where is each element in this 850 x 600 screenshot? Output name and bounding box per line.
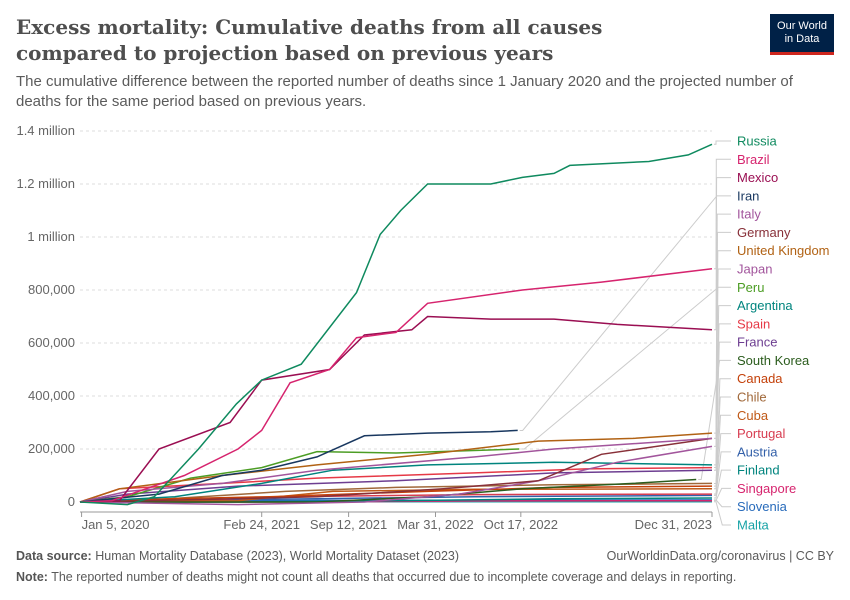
legend-connector [714,213,731,439]
legend-label-japan: Japan [737,262,772,277]
chart-title: Excess mortality: Cumulative deaths from… [16,15,603,65]
series-line-russia [79,143,713,506]
legend-label-iran: Iran [737,188,759,203]
y-tick-label: 200,000 [28,441,75,456]
note-text: The reported number of deaths might not … [51,570,737,584]
legend-label-united-kingdom: United Kingdom [737,243,830,258]
legend-connector [714,469,731,499]
data-source: Data source: Human Mortality Database (2… [16,549,459,563]
legend-connector [714,140,731,145]
legend-label-spain: Spain [737,316,770,331]
legend-label-canada: Canada [737,371,783,386]
series-line-france [79,469,713,503]
legend-label-singapore: Singapore [737,481,796,496]
x-tick-label: Feb 24, 2021 [223,517,300,532]
legend-connector [714,305,731,466]
legend-connector [714,433,731,495]
note-label: Note: [16,570,48,584]
legend-label-brazil: Brazil [737,152,770,167]
series-line-iran [79,429,518,503]
legend-label-cuba: Cuba [737,408,769,423]
legend-label-italy: Italy [737,207,761,222]
x-tick-label: Dec 31, 2023 [635,517,712,532]
legend-connector [519,195,731,431]
legend-connector [714,487,731,502]
legend-connector [714,414,731,490]
series-line-argentina [79,461,713,503]
source-label: Data source: [16,549,92,563]
legend-label-portugal: Portugal [737,426,786,441]
line-chart: 0 200,000 400,000 600,000 800,000 1 million 1.… [16,123,830,533]
legend-connector [714,158,731,270]
legend-label-slovenia: Slovenia [737,499,788,514]
legend-connector [714,378,731,487]
logo-line-2: in Data [784,33,820,45]
legend-connector [714,501,731,526]
series-line-brazil [79,268,713,503]
legend-label-malta: Malta [737,518,770,533]
legend-label-germany: Germany [737,225,791,240]
legend-connector [521,286,731,450]
owid-logo[interactable]: Our World in Data [770,14,834,55]
legend-label-russia: Russia [737,134,778,149]
legend-connector [714,499,731,508]
source-url[interactable]: OurWorldinData.org/coronavirus | CC BY [606,549,834,563]
legend-label-south-korea: South Korea [737,353,810,368]
x-tick-label: Jan 5, 2020 [82,517,150,532]
series-line-south-korea [80,478,697,503]
legend-connector [714,451,731,496]
chart-note: Note: The reported number of deaths migh… [16,570,736,584]
x-tick-label: Oct 17, 2022 [484,517,558,532]
series-line-germany [79,437,713,503]
y-tick-label: 0 [68,494,75,509]
y-tick-label: 1.2 million [16,176,75,191]
series-line-mexico [79,315,713,503]
legend-label-peru: Peru [737,280,764,295]
legend-connector [698,359,731,480]
legend-label-mexico: Mexico [737,170,778,185]
y-tick-label: 600,000 [28,335,75,350]
y-tick-label: 1 million [27,229,75,244]
series-line-japan [79,445,713,506]
legend-label-austria: Austria [737,444,778,459]
y-tick-label: 400,000 [28,388,75,403]
chart-subtitle: The cumulative difference between the re… [16,73,793,110]
legend-label-argentina: Argentina [737,298,793,313]
source-text[interactable]: Human Mortality Database (2023), World M… [95,549,460,563]
x-tick-label: Mar 31, 2022 [397,517,474,532]
series-line-cuba [79,488,713,503]
legend-label-france: France [737,335,777,350]
legend-label-chile: Chile [737,390,767,405]
logo-line-1: Our World [777,20,827,32]
x-tick-label: Sep 12, 2021 [310,517,387,532]
legend-label-finland: Finland [737,463,780,478]
y-tick-label: 1.4 million [16,123,75,138]
series-line-united-kingdom [79,432,713,503]
y-tick-label: 800,000 [28,282,75,297]
